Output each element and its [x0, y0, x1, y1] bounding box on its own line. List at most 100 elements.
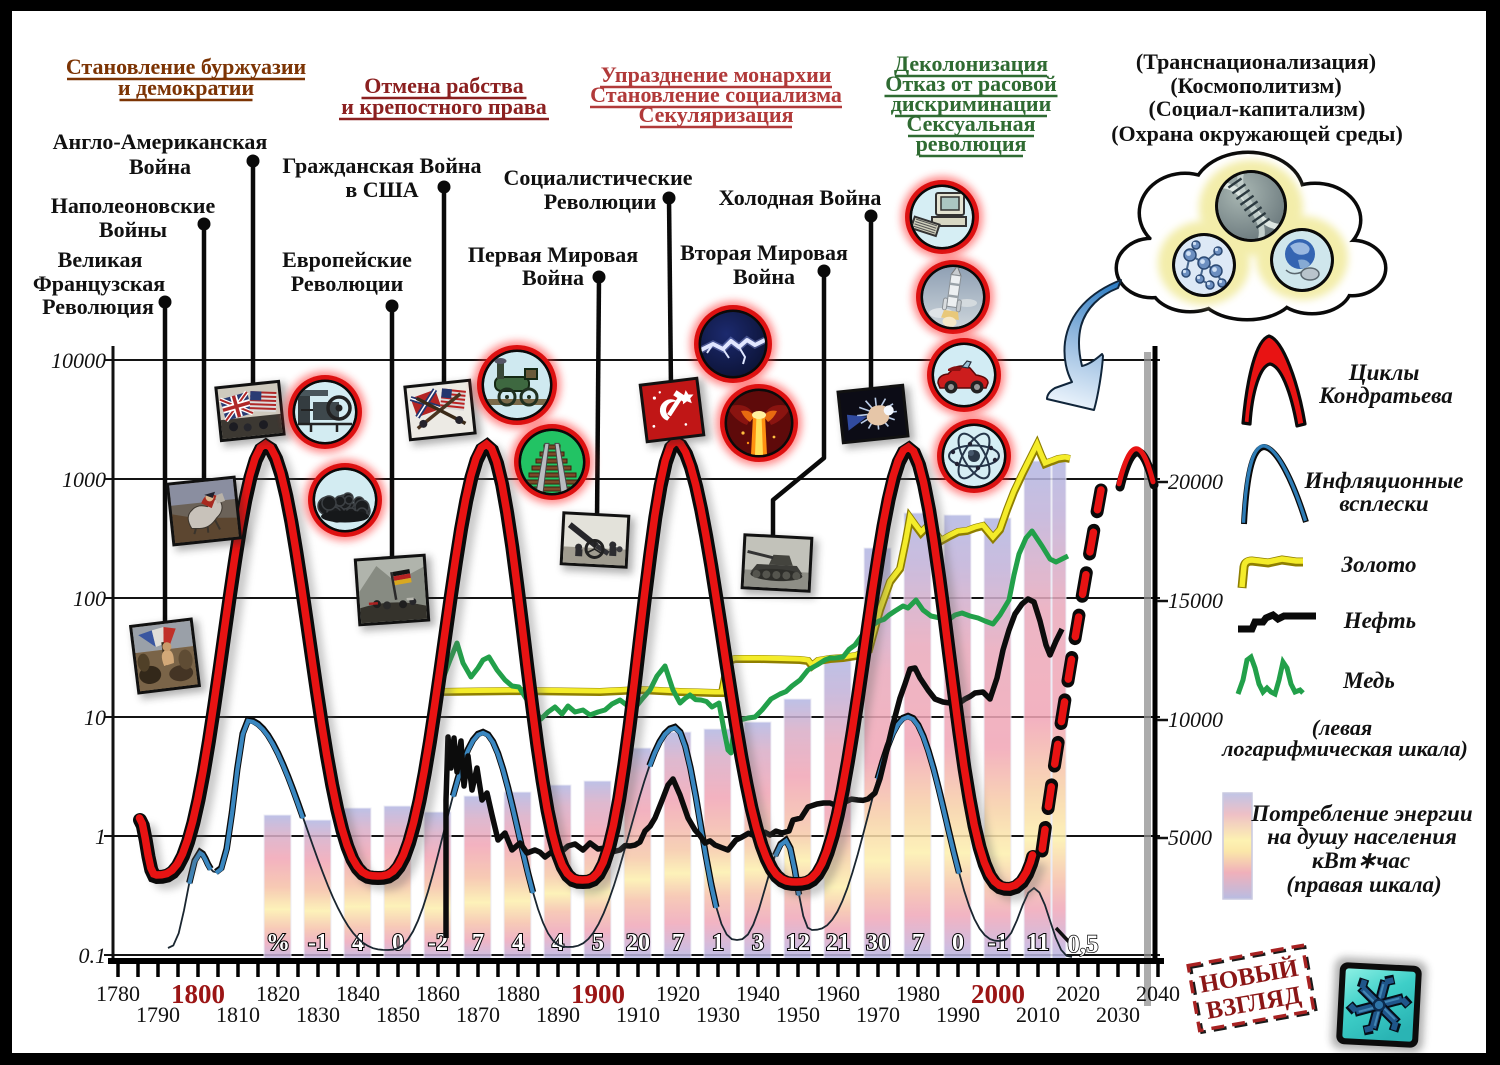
svg-text:Становление социализма: Становление социализма [590, 82, 842, 107]
svg-text:на душу населения: на душу населения [1267, 824, 1457, 849]
svg-text:4: 4 [512, 930, 524, 956]
svg-text:1950: 1950 [776, 1002, 820, 1027]
svg-text:(левая: (левая [1312, 715, 1372, 740]
svg-text:Французская: Французская [33, 271, 165, 296]
svg-text:1840: 1840 [336, 981, 380, 1006]
svg-text:1830: 1830 [296, 1002, 340, 1027]
svg-text:(правая шкала): (правая шкала) [1286, 872, 1441, 897]
svg-text:10: 10 [84, 705, 106, 730]
svg-text:1820: 1820 [256, 981, 300, 1006]
svg-text:и крепостного права: и крепостного права [341, 94, 547, 119]
svg-text:дискриминации: дискриминации [891, 91, 1052, 116]
svg-text:0: 0 [952, 930, 964, 956]
svg-text:Деколонизация: Деколонизация [894, 51, 1048, 76]
svg-text:Первая Мировая: Первая Мировая [468, 242, 638, 267]
svg-text:Революции: Революции [544, 189, 657, 214]
svg-text:1940: 1940 [736, 981, 780, 1006]
svg-text:Кондратьева: Кондратьева [1318, 383, 1453, 408]
svg-text:Англо-Американская: Англо-Американская [53, 129, 268, 154]
svg-text:4: 4 [352, 930, 364, 956]
svg-text:%: % [266, 930, 290, 956]
svg-text:3: 3 [752, 930, 764, 956]
svg-text:1970: 1970 [856, 1002, 900, 1027]
svg-text:1910: 1910 [616, 1002, 660, 1027]
svg-text:кВт∗час: кВт∗час [1312, 848, 1410, 873]
svg-text:Войны: Войны [99, 217, 167, 242]
svg-text:20: 20 [626, 930, 650, 956]
svg-text:1: 1 [712, 930, 724, 956]
svg-text:0: 0 [392, 930, 404, 956]
svg-text:Великая: Великая [58, 247, 143, 272]
svg-text:2040: 2040 [1136, 981, 1180, 1006]
svg-text:в США: в США [345, 177, 418, 202]
svg-text:1990: 1990 [936, 1002, 980, 1027]
svg-text:7: 7 [672, 930, 684, 956]
svg-text:Упразднение монархии: Упразднение монархии [601, 62, 832, 87]
svg-text:Революция: Революция [42, 294, 154, 319]
svg-text:1930: 1930 [696, 1002, 740, 1027]
svg-text:12: 12 [786, 930, 810, 956]
svg-text:(Охрана окружающей среды): (Охрана окружающей среды) [1111, 121, 1403, 146]
svg-text:Секуляризация: Секуляризация [639, 102, 794, 127]
svg-text:революция: революция [916, 131, 1027, 156]
svg-text:Отказ от расовой: Отказ от расовой [885, 71, 1057, 96]
svg-text:1920: 1920 [656, 981, 700, 1006]
svg-text:Циклы: Циклы [1348, 360, 1420, 385]
svg-text:Нефть: Нефть [1343, 608, 1416, 633]
svg-text:4: 4 [552, 930, 564, 956]
svg-text:(Космополитизм): (Космополитизм) [1170, 73, 1341, 98]
svg-text:1790: 1790 [136, 1002, 180, 1027]
svg-text:Потребление энергии: Потребление энергии [1250, 801, 1472, 826]
svg-text:Холодная Война: Холодная Война [719, 185, 882, 210]
svg-text:Война: Война [129, 154, 191, 179]
svg-text:Война: Война [522, 265, 584, 290]
svg-text:Социалистические: Социалистические [503, 165, 692, 190]
svg-text:-1: -1 [308, 930, 328, 956]
svg-text:1000: 1000 [62, 467, 106, 492]
svg-text:и демократии: и демократии [118, 75, 255, 100]
svg-text:21: 21 [826, 930, 850, 956]
svg-text:1800: 1800 [171, 979, 225, 1009]
svg-text:15000: 15000 [1168, 588, 1223, 613]
svg-text:1: 1 [95, 824, 106, 849]
svg-text:100: 100 [73, 586, 106, 611]
svg-text:0,5: 0,5 [1067, 931, 1098, 958]
svg-text:2010: 2010 [1016, 1002, 1060, 1027]
svg-text:Европейские: Европейские [282, 247, 412, 272]
svg-text:10000: 10000 [51, 348, 106, 373]
svg-text:Сексуальная: Сексуальная [907, 111, 1036, 136]
svg-text:7: 7 [472, 930, 484, 956]
svg-text:11: 11 [1027, 930, 1050, 956]
svg-text:всплески: всплески [1339, 491, 1429, 516]
svg-text:2000: 2000 [971, 979, 1025, 1009]
svg-text:Гражданская Война: Гражданская Война [282, 153, 481, 178]
svg-text:1810: 1810 [216, 1002, 260, 1027]
svg-text:5: 5 [592, 930, 604, 956]
svg-text:1890: 1890 [536, 1002, 580, 1027]
svg-text:1850: 1850 [376, 1002, 420, 1027]
svg-text:Медь: Медь [1342, 668, 1395, 693]
svg-text:Золото: Золото [1340, 552, 1416, 577]
svg-text:Вторая Мировая: Вторая Мировая [680, 240, 848, 265]
svg-text:1980: 1980 [896, 981, 940, 1006]
svg-text:логарифмическая шкала): логарифмическая шкала) [1221, 736, 1468, 761]
svg-text:7: 7 [912, 930, 924, 956]
svg-text:Отмена рабства: Отмена рабства [364, 73, 524, 98]
svg-text:-1: -1 [988, 930, 1008, 956]
svg-text:1960: 1960 [816, 981, 860, 1006]
svg-text:0.1: 0.1 [79, 943, 107, 968]
svg-text:20000: 20000 [1168, 469, 1223, 494]
svg-text:(Транснационализация): (Транснационализация) [1136, 49, 1376, 74]
svg-text:2020: 2020 [1056, 981, 1100, 1006]
svg-text:Война: Война [733, 264, 795, 289]
svg-text:1860: 1860 [416, 981, 460, 1006]
svg-text:Революции: Революции [291, 271, 404, 296]
svg-text:(Социал-капитализм): (Социал-капитализм) [1149, 96, 1366, 121]
svg-text:2030: 2030 [1096, 1002, 1140, 1027]
svg-text:5000: 5000 [1168, 825, 1212, 850]
svg-text:1880: 1880 [496, 981, 540, 1006]
svg-text:Наполеоновские: Наполеоновские [51, 193, 216, 218]
svg-text:1900: 1900 [571, 979, 625, 1009]
svg-text:1870: 1870 [456, 1002, 500, 1027]
svg-text:30: 30 [866, 930, 890, 956]
